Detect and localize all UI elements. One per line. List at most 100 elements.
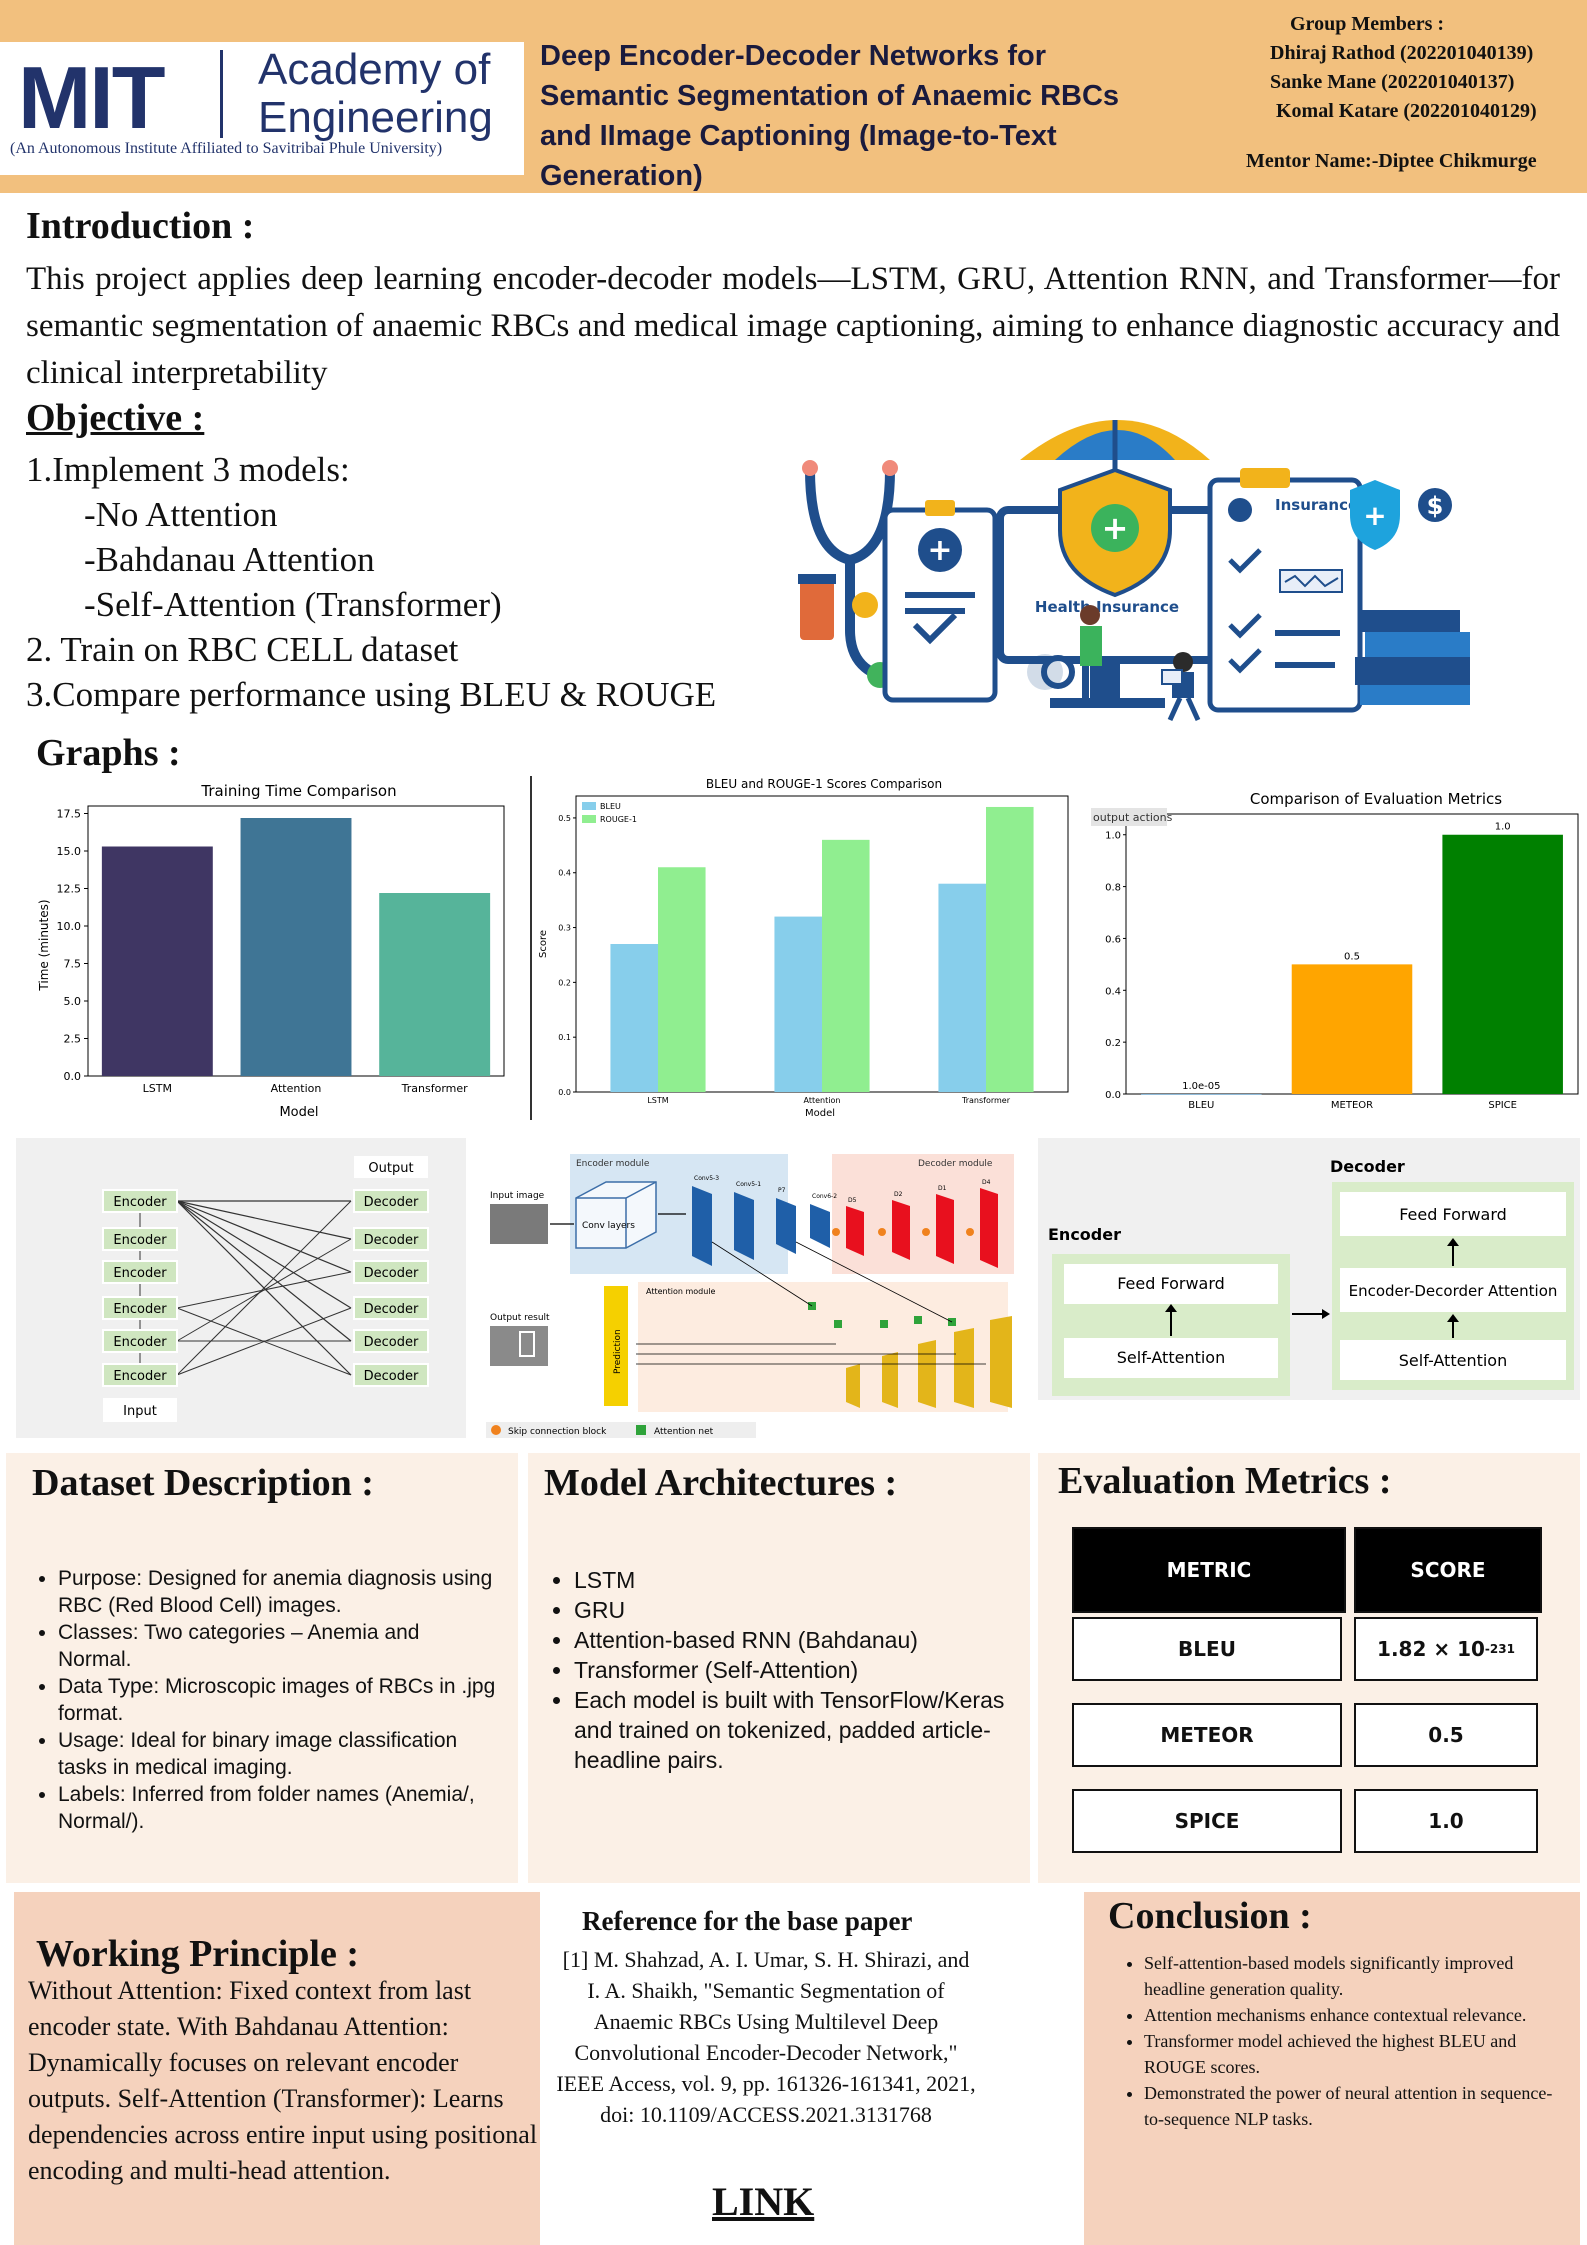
objective-subitem: -Bahdanau Attention [84,540,375,579]
x-tick-label: SPICE [1488,1100,1517,1111]
attention-line [176,1271,352,1309]
svg-text:$: $ [1427,492,1444,520]
attention-line [176,1200,352,1273]
decoder-box [353,1189,429,1213]
decoder-conv-block [846,1206,864,1256]
attention-net-legend: Attention net [654,1427,714,1437]
bar [379,893,491,1076]
metric-score-cell: 0.5 [1354,1703,1538,1767]
encoder-conv-block [734,1192,754,1260]
x-tick-label: LSTM [647,1096,668,1105]
bar [1442,834,1563,1094]
encoder-conv-block [776,1198,796,1254]
decoder-encoder-attention [1340,1268,1566,1312]
bar [610,944,658,1092]
evaluation-metrics-chart: Comparison of Evaluation Metrics 0.00.20… [1090,776,1580,1120]
model-architectures-section: Model Architectures : LSTM GRU Attention… [528,1453,1030,1883]
bar [986,806,1034,1092]
output-label: Output [368,1161,413,1176]
bar [1141,1093,1262,1095]
y-axis-label: Score [538,930,549,958]
encoder-box [102,1363,178,1387]
decoder-block-label: D4 [982,1179,991,1186]
encoder-feed-forward [1064,1264,1278,1304]
y-tick-label: 0.2 [1105,1038,1121,1049]
metrics-heading: Evaluation Metrics : [1058,1460,1392,1502]
encoder-conv-block [692,1186,712,1266]
reference-link[interactable]: LINK [712,2179,815,2224]
x-tick-label: METEOR [1331,1100,1373,1111]
skip-connection-node [832,1228,840,1236]
introduction-text: This project applies deep learning encod… [26,261,1560,391]
attention-net-node [914,1316,922,1324]
attention-block [846,1364,860,1408]
skip-connection-node [878,1228,886,1236]
stethoscope-icon [805,469,895,566]
svg-text:+: + [927,533,952,568]
input-image-label: Input image [490,1191,545,1201]
decoder-self-attention [1340,1340,1566,1380]
decoder-label: Decoder [364,1335,419,1350]
data-label: 1.0e-05 [1182,1081,1220,1092]
svg-text:+: + [1363,499,1386,532]
decoder-title: Decoder [1330,1157,1405,1176]
objective-item: 2. Train on RBC CELL dataset [26,630,459,669]
seated-person-icon [1173,652,1193,672]
y-axis-label: Time (minutes) [37,899,51,991]
plot-area: 0.0 0.2 0.4 0.6 0.8 1.0 1.0e-05 BLEU 0.5 METEOR 1.… [1105,813,1579,1111]
svg-text:+: + [1102,509,1129,547]
encoder-label: Encoder [113,1302,167,1317]
metric-score-cell: 1.82 × 10 -231 [1354,1617,1538,1681]
attention-line [176,1200,352,1376]
decoder-label: Decoder [364,1195,419,1210]
institute-logo [0,42,524,175]
x-tick-label: Attention [271,1082,322,1095]
y-tick-label: 0.6 [1105,934,1121,945]
dataset-heading: Dataset Description : [32,1462,374,1504]
objective-heading: Objective : [26,397,205,439]
dataset-item: Purpose: Designed for anemia diagnosis u… [58,1565,498,1619]
bar [938,883,986,1092]
group-members: Group Members : Dhiraj Rathod (202201040… [1270,10,1580,126]
attention-module-label: Attention module [646,1287,716,1296]
bar [774,916,822,1092]
small-shield-icon [1350,480,1400,550]
dataset-item: Classes: Two categories – Anemia and Nor… [58,1619,498,1673]
x-tick-label: Attention [804,1096,841,1105]
decoder-block-label: D5 [848,1197,857,1204]
models-heading: Model Architectures : [544,1462,898,1504]
decoder-conv-block [892,1200,910,1260]
output-result-label: Output result [490,1313,550,1323]
data-label: 1.0 [1495,822,1511,833]
svg-text:Encoder-Decorder Attention: Encoder-Decorder Attention [1349,1282,1558,1300]
decoder-label: Decoder [364,1233,419,1248]
chart-title: Comparison of Evaluation Metrics [1250,790,1502,808]
metric-name-cell: SPICE [1072,1789,1342,1853]
y-tick-label: 1.0 [1105,831,1121,842]
plot-area: 0.0 0.1 0.2 0.3 0.4 0.5 LSTM Attention Transform… [558,795,1069,1105]
decoder-label: Decoder [364,1369,419,1384]
encoder-box [102,1189,178,1213]
training-time-chart: Training Time Comparison Model Time (min… [24,776,520,1120]
svg-text:Feed Forward: Feed Forward [1117,1274,1225,1293]
objective-item: 3.Compare performance using BLEU & ROUGE [26,675,717,714]
mentor-name: Mentor Name:-Diptee Chikmurge [1246,150,1537,172]
bar [658,867,706,1092]
y-tick-label: 7.5 [64,958,82,971]
metric-column-header: METRIC [1072,1527,1346,1613]
skip-link [711,1241,813,1307]
conclusion-item: Self-attention-based models significantl… [1144,1950,1564,2002]
reference-text: [1] M. Shahzad, A. I. Umar, S. H. Shiraz… [556,1947,976,2127]
bar [1291,964,1413,1094]
conv-encoder-decoder-diagram: Encoder module Decoder module Input imag… [486,1146,1020,1438]
skip-legend: Skip connection block [508,1427,607,1437]
x-tick-label: BLEU [1188,1100,1214,1111]
x-tick-label: LSTM [143,1082,172,1095]
member-name: Sanke Mane (202201040137) [1270,71,1515,93]
encoder-self-attention [1064,1338,1278,1378]
y-tick-label: 0.4 [558,869,571,878]
skip-connection-node [966,1228,974,1236]
model-item: GRU [574,1595,1044,1625]
objective-list: 1.Implement 3 models: -No Attention -Bah… [26,447,716,717]
encoder-box [102,1227,178,1251]
